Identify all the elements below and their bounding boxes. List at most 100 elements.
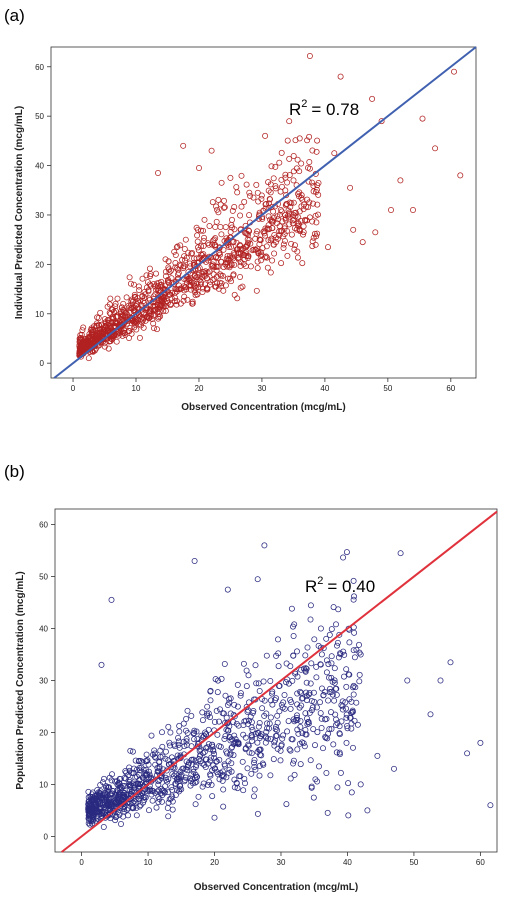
- data-point: [207, 687, 214, 694]
- data-point: [204, 269, 211, 276]
- data-point: [191, 273, 198, 280]
- data-point: [290, 217, 297, 224]
- data-point: [132, 293, 138, 300]
- data-point: [218, 231, 225, 238]
- y-axis-label: Individual Predicted Concentration (mcg/…: [14, 106, 25, 319]
- data-point: [136, 334, 143, 341]
- y-tick-label: 0: [40, 359, 45, 368]
- data-point: [127, 791, 134, 798]
- data-point: [291, 225, 298, 232]
- data-point: [175, 741, 182, 748]
- data-point: [181, 287, 188, 294]
- data-point: [183, 738, 190, 745]
- data-point: [195, 244, 201, 251]
- data-point: [209, 276, 216, 283]
- data-point: [174, 243, 181, 250]
- data-point: [305, 164, 311, 171]
- data-point: [350, 226, 357, 233]
- data-point: [338, 702, 345, 709]
- data-point: [230, 250, 237, 257]
- data-point: [247, 263, 254, 270]
- data-point: [346, 671, 353, 678]
- data-point: [212, 254, 219, 261]
- data-point: [283, 660, 290, 667]
- data-point: [290, 633, 297, 639]
- data-point: [97, 788, 104, 795]
- data-point: [274, 727, 281, 734]
- data-point: [154, 280, 160, 287]
- data-point: [287, 663, 294, 670]
- data-point: [211, 242, 218, 249]
- data-point: [132, 757, 139, 764]
- data-point: [334, 642, 340, 649]
- data-point: [93, 817, 99, 824]
- data-point: [207, 281, 214, 288]
- data-point: [299, 260, 306, 267]
- data-point: [99, 795, 106, 802]
- data-point: [169, 806, 176, 813]
- data-point: [299, 730, 306, 737]
- data-point: [322, 716, 329, 723]
- data-point: [216, 756, 223, 763]
- data-point: [253, 230, 260, 237]
- data-point: [287, 747, 294, 754]
- data-point: [269, 218, 276, 225]
- data-point: [258, 195, 265, 202]
- data-point: [113, 338, 120, 345]
- data-point: [285, 718, 292, 725]
- data-point: [227, 174, 234, 181]
- data-point: [237, 284, 244, 291]
- data-point: [344, 723, 350, 729]
- data-point: [146, 771, 153, 778]
- data-point: [309, 704, 316, 711]
- data-point: [353, 699, 360, 706]
- data-point: [136, 788, 143, 795]
- data-point: [286, 199, 293, 206]
- data-point: [92, 797, 99, 804]
- data-point: [184, 730, 191, 736]
- data-point: [246, 237, 253, 243]
- data-point: [175, 738, 182, 745]
- data-point: [269, 688, 276, 695]
- data-point: [129, 788, 135, 795]
- data-point: [229, 744, 236, 750]
- data-point: [123, 294, 130, 301]
- data-point: [328, 626, 335, 633]
- data-point: [309, 218, 316, 225]
- data-point: [203, 744, 210, 751]
- data-point: [309, 147, 316, 154]
- data-point: [106, 784, 113, 791]
- data-point: [350, 744, 356, 751]
- data-point: [236, 246, 243, 253]
- data-point: [169, 798, 176, 805]
- data-point: [101, 340, 108, 347]
- data-point: [267, 736, 274, 742]
- data-point: [191, 736, 198, 743]
- data-point: [245, 707, 252, 714]
- data-point: [143, 272, 150, 279]
- data-point: [298, 666, 305, 673]
- data-point: [250, 194, 257, 201]
- data-point: [273, 220, 280, 227]
- data-point: [487, 802, 494, 809]
- data-point: [274, 712, 281, 719]
- data-point: [231, 732, 238, 739]
- data-point: [230, 752, 237, 759]
- data-point: [244, 255, 251, 261]
- data-point: [269, 217, 275, 224]
- data-point: [237, 274, 243, 280]
- data-point: [101, 809, 108, 816]
- data-point: [313, 148, 320, 155]
- data-point: [199, 734, 206, 741]
- data-point: [224, 253, 231, 259]
- data-point: [267, 189, 274, 196]
- data-point: [350, 684, 356, 691]
- data-point: [274, 719, 281, 726]
- plot-frame: [50, 46, 477, 379]
- data-point: [180, 720, 187, 727]
- data-point: [248, 750, 255, 757]
- data-point: [254, 228, 261, 235]
- data-point: [334, 639, 341, 646]
- data-point: [350, 577, 357, 584]
- data-point: [172, 252, 179, 258]
